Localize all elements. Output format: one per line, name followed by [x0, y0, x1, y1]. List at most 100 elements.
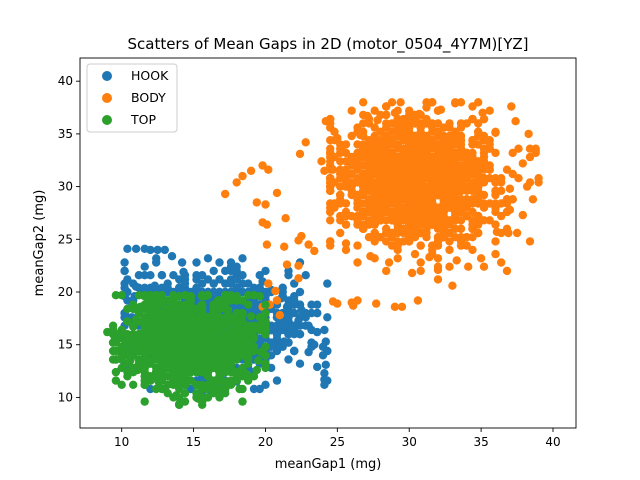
data-point: [249, 372, 259, 381]
data-point: [376, 140, 385, 149]
data-point: [341, 199, 351, 208]
data-point: [163, 355, 172, 364]
y-tick-label: 40: [58, 74, 73, 88]
data-point: [405, 195, 414, 204]
data-point: [304, 347, 313, 357]
data-point: [146, 245, 155, 255]
data-point: [252, 198, 261, 207]
data-point: [301, 271, 310, 280]
data-point: [117, 363, 126, 373]
data-point: [108, 321, 118, 330]
data-point: [448, 281, 457, 290]
data-point: [117, 355, 126, 364]
data-point: [428, 199, 437, 208]
data-point: [284, 313, 293, 322]
data-point: [123, 317, 132, 326]
data-point: [185, 293, 194, 302]
data-point: [320, 166, 329, 175]
data-point: [330, 127, 339, 136]
data-point: [226, 296, 236, 305]
data-point: [387, 233, 397, 242]
data-point: [518, 159, 527, 168]
data-point: [175, 300, 184, 309]
data-point: [134, 291, 144, 300]
data-point: [456, 136, 466, 145]
data-point: [425, 253, 434, 262]
data-point: [428, 182, 437, 191]
data-point: [244, 376, 253, 385]
data-point: [399, 119, 408, 128]
data-point: [175, 376, 184, 385]
data-point: [261, 325, 270, 335]
data-point: [445, 228, 454, 238]
data-point: [439, 203, 448, 212]
data-point: [347, 131, 356, 141]
data-point: [154, 363, 164, 373]
data-point: [215, 389, 224, 398]
data-point: [117, 291, 126, 300]
series-top: [103, 291, 270, 409]
data-point: [407, 268, 417, 278]
data-point: [410, 249, 420, 259]
data-point: [410, 195, 420, 204]
data-point: [384, 258, 394, 267]
data-point: [146, 334, 155, 343]
data-point: [203, 355, 213, 364]
series-body: [221, 98, 543, 320]
data-point: [433, 275, 443, 284]
data-point: [491, 186, 500, 195]
data-point: [169, 295, 178, 304]
data-point: [341, 220, 351, 229]
data-point: [131, 244, 141, 253]
data-point: [341, 140, 351, 149]
data-point: [215, 275, 224, 284]
data-point: [282, 302, 292, 311]
data-point: [436, 105, 446, 114]
data-point: [462, 211, 471, 221]
data-point: [468, 186, 477, 195]
data-point: [169, 271, 178, 280]
data-point: [336, 216, 345, 225]
data-point: [129, 322, 138, 331]
data-point: [175, 384, 184, 394]
data-point: [157, 283, 167, 292]
data-point: [464, 262, 473, 271]
data-point: [175, 308, 184, 318]
data-point: [445, 144, 454, 153]
data-point: [152, 308, 161, 318]
data-point: [410, 144, 420, 153]
data-point: [373, 116, 382, 125]
data-point: [370, 148, 379, 158]
data-point: [433, 169, 443, 179]
data-point: [399, 237, 408, 246]
data-point: [333, 299, 342, 308]
data-point: [146, 359, 155, 368]
data-point: [405, 106, 414, 115]
data-point: [209, 266, 218, 276]
data-point: [133, 365, 142, 375]
data-point: [153, 245, 162, 255]
data-point: [120, 258, 129, 267]
data-point: [238, 338, 247, 347]
data-point: [326, 136, 335, 145]
data-point: [433, 140, 443, 149]
data-point: [169, 321, 178, 330]
data-point: [140, 271, 149, 280]
data-point: [479, 165, 489, 174]
data-point: [131, 315, 141, 324]
data-point: [238, 279, 247, 288]
data-point: [221, 342, 230, 351]
data-point: [399, 190, 408, 200]
data-point: [451, 186, 460, 195]
data-point: [359, 98, 368, 107]
data-point: [336, 228, 345, 238]
data-point: [451, 157, 460, 166]
data-point: [366, 252, 375, 261]
data-point: [479, 152, 489, 162]
data-point: [232, 325, 241, 335]
data-point: [393, 245, 402, 255]
data-point: [416, 169, 425, 179]
data-point: [272, 376, 282, 385]
data-point: [320, 380, 329, 389]
data-point: [175, 351, 184, 360]
